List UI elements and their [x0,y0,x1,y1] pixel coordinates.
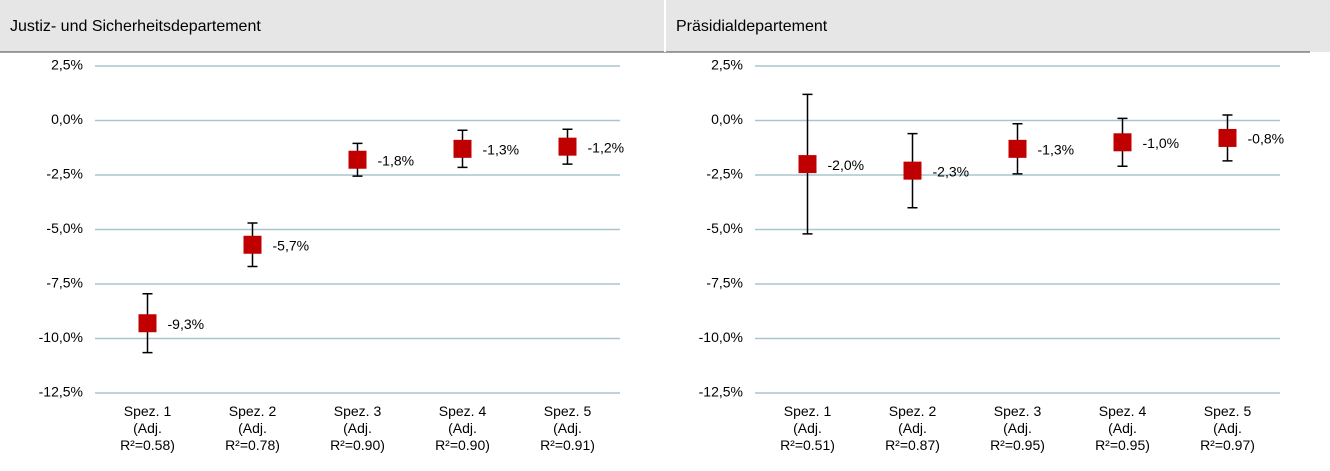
x-tick-label: Spez. 5 (Adj. R²=0.97) [1200,403,1255,453]
header-band [0,0,665,52]
value-label: -1,2% [588,139,625,155]
y-tick-label: -7,5% [706,275,743,291]
y-tick-label: -2,5% [46,166,83,182]
header-band [665,0,1330,52]
y-tick-label: -7,5% [46,275,83,291]
x-tick-label: Spez. 1 (Adj. R²=0.58) [120,403,175,453]
chart-title: Justiz- und Sicherheitsdepartement [10,18,261,35]
x-tick-label: Spez. 3 (Adj. R²=0.95) [990,403,1045,453]
point-marker [243,235,262,254]
chart-title: Präsidialdepartement [676,18,828,35]
value-label: -1,3% [1038,142,1075,158]
point-marker [1008,139,1027,158]
value-label: -5,7% [273,237,310,253]
y-tick-label: -12,5% [39,384,83,400]
y-tick-label: 2,5% [51,57,83,73]
value-label: -2,3% [933,163,970,179]
x-tick-label: Spez. 4 (Adj. R²=0.90) [435,403,490,453]
y-tick-label: -12,5% [699,384,743,400]
value-label: -9,3% [168,316,205,332]
y-tick-label: -5,0% [706,220,743,236]
point-marker [558,137,577,156]
x-tick-label: Spez. 3 (Adj. R²=0.90) [330,403,385,453]
y-tick-label: 0,0% [711,111,743,127]
y-tick-label: 2,5% [711,57,743,73]
value-label: -2,0% [828,157,865,173]
point-marker [1113,133,1132,152]
x-tick-label: Spez. 1 (Adj. R²=0.51) [780,403,835,453]
value-label: -1,3% [483,142,520,158]
y-tick-label: -10,0% [39,329,83,345]
value-label: -1,8% [378,152,415,168]
y-tick-label: 0,0% [51,111,83,127]
point-marker [348,150,367,169]
value-label: -1,0% [1143,135,1180,151]
point-marker [903,161,922,180]
x-tick-label: Spez. 5 (Adj. R²=0.91) [540,403,595,453]
point-marker [453,139,472,158]
point-marker [1218,128,1237,147]
x-tick-label: Spez. 2 (Adj. R²=0.78) [225,403,280,453]
x-tick-label: Spez. 2 (Adj. R²=0.87) [885,403,940,453]
y-tick-label: -10,0% [699,329,743,345]
y-tick-label: -2,5% [706,166,743,182]
point-marker [138,314,157,333]
value-label: -0,8% [1248,131,1285,147]
x-tick-label: Spez. 4 (Adj. R²=0.95) [1095,403,1150,453]
point-marker [798,155,817,174]
y-tick-label: -5,0% [46,220,83,236]
